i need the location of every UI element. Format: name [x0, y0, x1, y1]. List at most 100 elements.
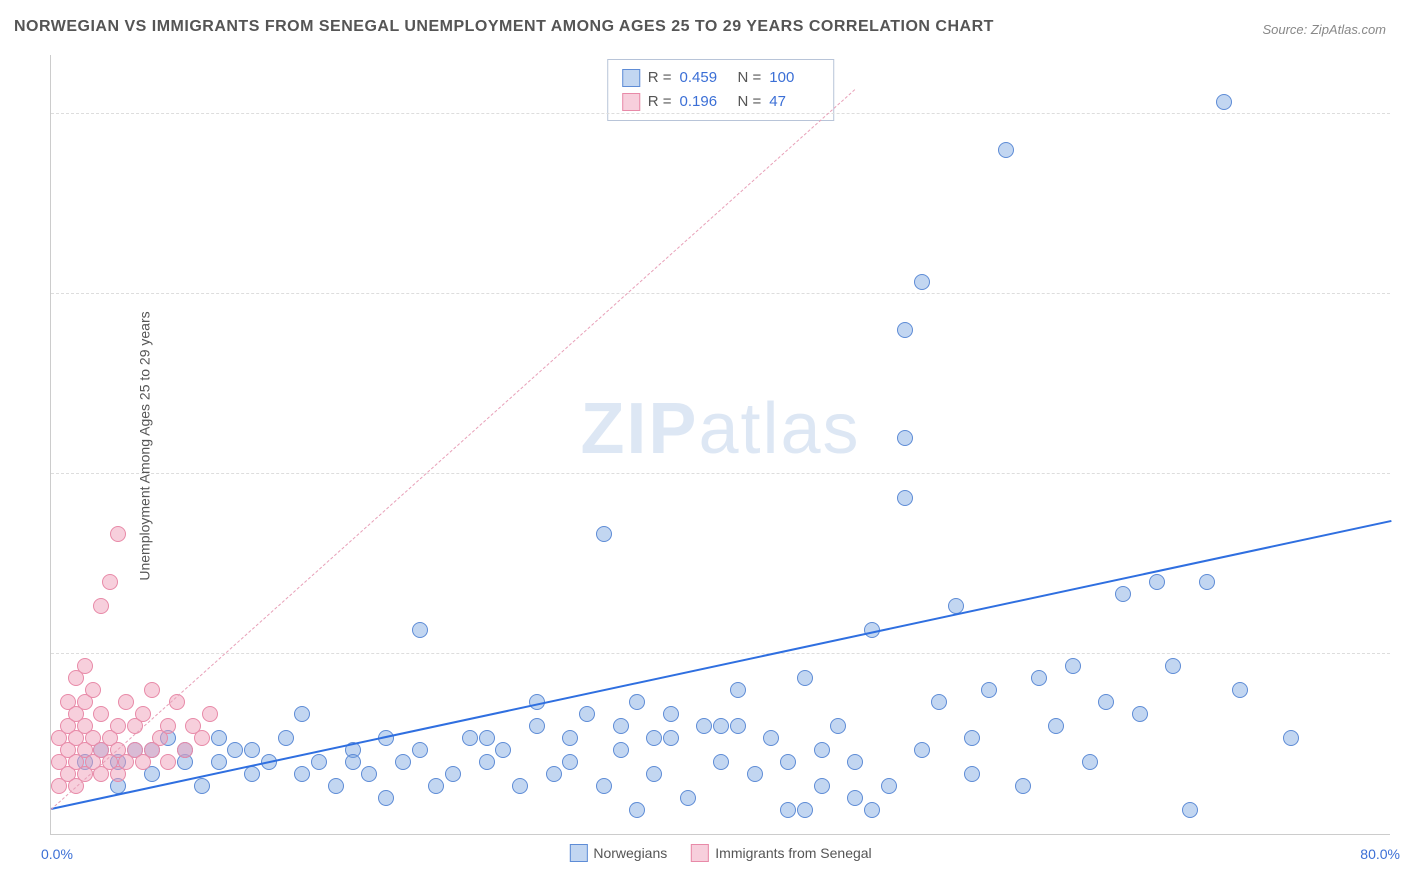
data-point: [1149, 574, 1165, 590]
r-label: R =: [648, 66, 672, 90]
watermark-bold: ZIP: [580, 389, 698, 469]
swatch-series-2-bottom: [691, 844, 709, 862]
data-point: [1115, 586, 1131, 602]
data-point: [680, 790, 696, 806]
watermark: ZIPatlas: [580, 388, 860, 470]
data-point: [596, 778, 612, 794]
data-point: [211, 730, 227, 746]
data-point: [395, 754, 411, 770]
data-point: [345, 754, 361, 770]
n-value-1: 100: [769, 66, 819, 90]
data-point: [847, 790, 863, 806]
data-point: [881, 778, 897, 794]
data-point: [546, 766, 562, 782]
data-point: [211, 754, 227, 770]
data-point: [118, 694, 134, 710]
data-point: [194, 778, 210, 794]
data-point: [462, 730, 478, 746]
data-point: [713, 718, 729, 734]
data-point: [378, 790, 394, 806]
data-point: [646, 766, 662, 782]
data-point: [1132, 706, 1148, 722]
data-point: [529, 718, 545, 734]
data-point: [160, 754, 176, 770]
data-point: [864, 802, 880, 818]
data-point: [780, 802, 796, 818]
plot-area: ZIPatlas R = 0.459 N = 100 R = 0.196 N =…: [50, 55, 1390, 835]
data-point: [814, 742, 830, 758]
data-point: [596, 526, 612, 542]
data-point: [244, 766, 260, 782]
r-value-2: 0.196: [680, 90, 730, 114]
data-point: [160, 718, 176, 734]
data-point: [177, 742, 193, 758]
data-point: [897, 430, 913, 446]
r-label: R =: [648, 90, 672, 114]
stats-legend: R = 0.459 N = 100 R = 0.196 N = 47: [607, 59, 835, 121]
stats-row-2: R = 0.196 N = 47: [622, 90, 820, 114]
data-point: [629, 802, 645, 818]
data-point: [1082, 754, 1098, 770]
data-point: [412, 622, 428, 638]
swatch-series-1-bottom: [569, 844, 587, 862]
data-point: [77, 658, 93, 674]
data-point: [646, 730, 662, 746]
data-point: [110, 526, 126, 542]
n-value-2: 47: [769, 90, 819, 114]
data-point: [914, 742, 930, 758]
data-point: [1283, 730, 1299, 746]
data-point: [613, 718, 629, 734]
grid-line: [51, 653, 1390, 654]
trend-line: [51, 89, 856, 810]
data-point: [763, 730, 779, 746]
x-origin-label: 0.0%: [41, 846, 73, 862]
data-point: [1232, 682, 1248, 698]
data-point: [1065, 658, 1081, 674]
data-point: [998, 142, 1014, 158]
data-point: [814, 778, 830, 794]
data-point: [85, 682, 101, 698]
data-point: [579, 706, 595, 722]
data-point: [412, 742, 428, 758]
data-point: [1199, 574, 1215, 590]
data-point: [1165, 658, 1181, 674]
data-point: [897, 490, 913, 506]
data-point: [361, 766, 377, 782]
data-point: [713, 754, 729, 770]
legend-item-2: Immigrants from Senegal: [691, 844, 871, 862]
data-point: [294, 706, 310, 722]
data-point: [93, 598, 109, 614]
data-point: [847, 754, 863, 770]
bottom-legend: Norwegians Immigrants from Senegal: [569, 844, 871, 862]
data-point: [194, 730, 210, 746]
data-point: [629, 694, 645, 710]
data-point: [479, 730, 495, 746]
grid-line: [51, 473, 1390, 474]
data-point: [663, 730, 679, 746]
data-point: [1216, 94, 1232, 110]
data-point: [202, 706, 218, 722]
data-point: [562, 730, 578, 746]
data-point: [663, 706, 679, 722]
data-point: [227, 742, 243, 758]
data-point: [479, 754, 495, 770]
stats-row-1: R = 0.459 N = 100: [622, 66, 820, 90]
swatch-series-1: [622, 69, 640, 87]
data-point: [797, 670, 813, 686]
grid-line: [51, 113, 1390, 114]
data-point: [102, 574, 118, 590]
grid-line: [51, 293, 1390, 294]
data-point: [1098, 694, 1114, 710]
chart-title: NORWEGIAN VS IMMIGRANTS FROM SENEGAL UNE…: [14, 18, 994, 36]
data-point: [1015, 778, 1031, 794]
chart-container: NORWEGIAN VS IMMIGRANTS FROM SENEGAL UNE…: [0, 0, 1406, 892]
data-point: [696, 718, 712, 734]
data-point: [278, 730, 294, 746]
data-point: [495, 742, 511, 758]
data-point: [1182, 802, 1198, 818]
data-point: [562, 754, 578, 770]
data-point: [613, 742, 629, 758]
watermark-light: atlas: [698, 389, 860, 469]
data-point: [830, 718, 846, 734]
data-point: [964, 766, 980, 782]
